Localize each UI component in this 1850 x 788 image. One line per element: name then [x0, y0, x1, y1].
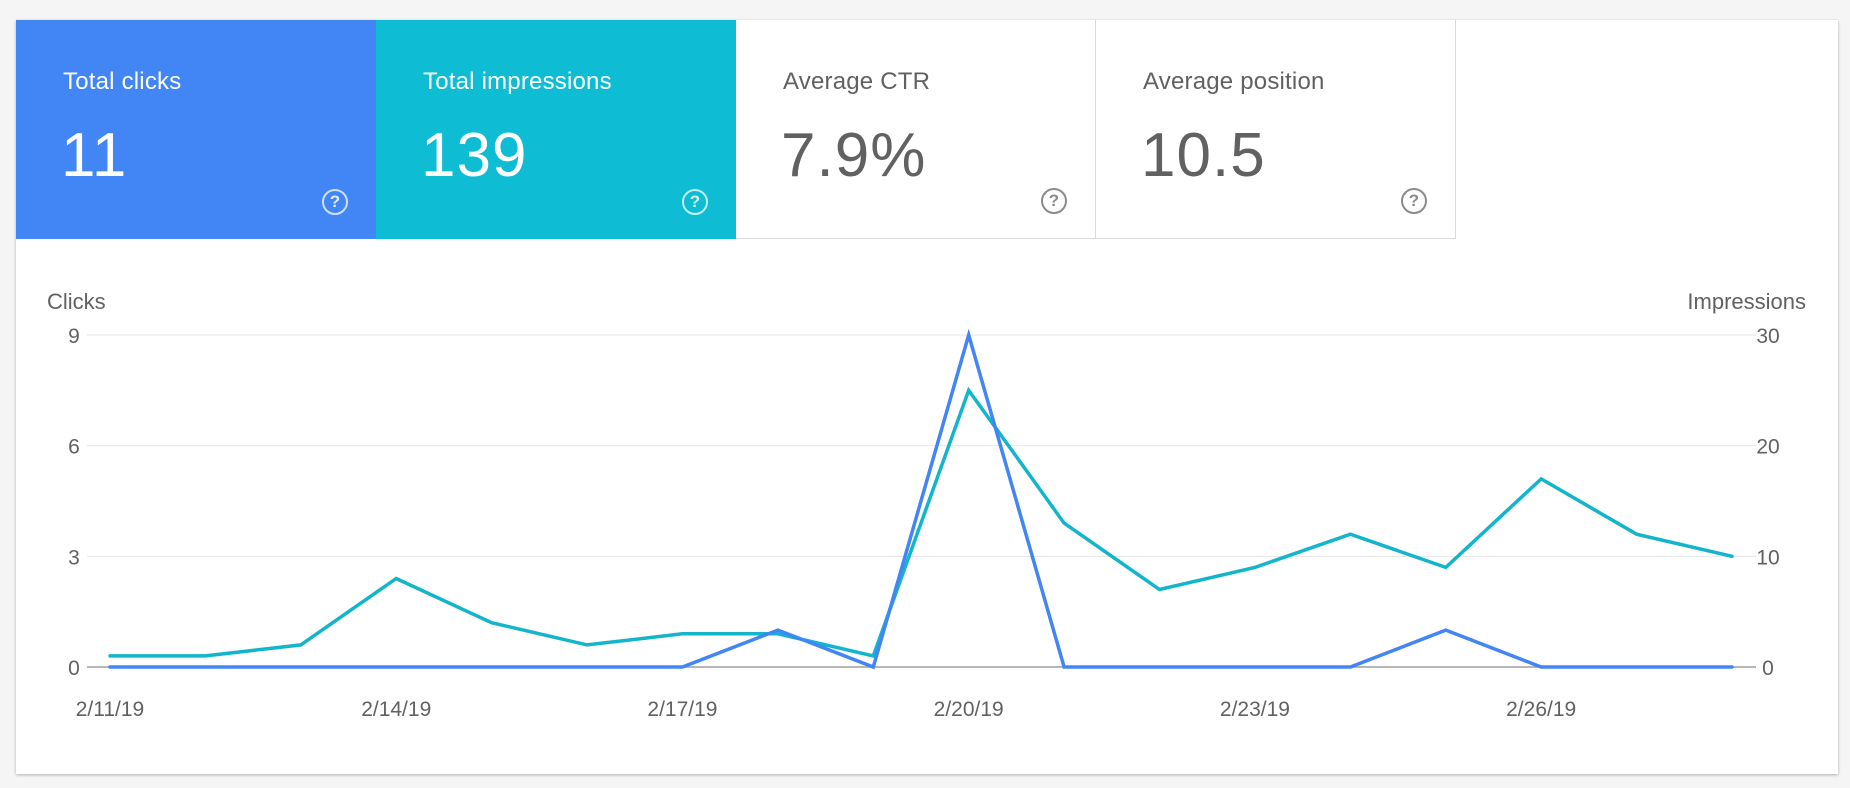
help-circle-icon[interactable]: ? — [1401, 188, 1427, 214]
tile-value: 10.5 — [1141, 121, 1266, 190]
tile-label: Average CTR — [783, 68, 931, 95]
tile-value: 139 — [421, 121, 528, 190]
help-circle-icon[interactable]: ? — [1041, 188, 1067, 214]
tile-value: 11 — [61, 121, 128, 190]
x-tick-label: 2/14/19 — [361, 698, 431, 721]
left-axis-title: Clicks — [47, 289, 106, 314]
left-tick-label: 0 — [68, 657, 80, 680]
left-tick-label: 3 — [68, 546, 80, 569]
tile-value: 7.9% — [781, 121, 927, 190]
x-tick-label: 2/26/19 — [1506, 698, 1576, 721]
tile-total-clicks[interactable]: Total clicks 11 ? — [16, 20, 376, 239]
tile-average-position[interactable]: Average position 10.5 ? — [1096, 20, 1456, 239]
right-tick-label: 10 — [1756, 546, 1779, 569]
help-circle-icon[interactable]: ? — [682, 189, 708, 215]
x-tick-label: 2/11/19 — [76, 698, 145, 721]
series-lines — [108, 328, 1734, 670]
tile-label: Total impressions — [423, 68, 612, 95]
gridlines — [87, 334, 1756, 668]
tile-total-impressions[interactable]: Total impressions 139 ? — [376, 20, 736, 239]
series-line-total-impressions — [108, 386, 1734, 658]
performance-chart[interactable]: Clicks Impressions 0 3 6 9 0 10 20 30 2/11/19 2/1… — [16, 20, 1838, 774]
performance-card: Total clicks 11 ? Total impressions 139 … — [16, 20, 1838, 774]
x-tick-label: 2/17/19 — [647, 698, 717, 721]
left-tick-label: 6 — [68, 436, 80, 459]
series-line-total-clicks — [108, 328, 1734, 670]
tile-label: Average position — [1143, 68, 1325, 95]
tile-average-ctr[interactable]: Average CTR 7.9% ? — [736, 20, 1096, 239]
right-tick-label: 20 — [1756, 436, 1779, 459]
axis-ticks: 0 3 6 9 0 10 20 30 2/11/19 2/14/19 2/17/19 2/20/19 2… — [68, 325, 1780, 721]
help-circle-icon[interactable]: ? — [322, 189, 348, 215]
left-tick-label: 9 — [68, 325, 80, 348]
right-tick-label: 30 — [1756, 325, 1779, 348]
x-tick-label: 2/20/19 — [934, 698, 1004, 721]
tile-label: Total clicks — [63, 68, 182, 95]
right-tick-label: 0 — [1762, 657, 1774, 680]
x-tick-label: 2/23/19 — [1220, 698, 1290, 721]
right-axis-title: Impressions — [1687, 289, 1806, 314]
